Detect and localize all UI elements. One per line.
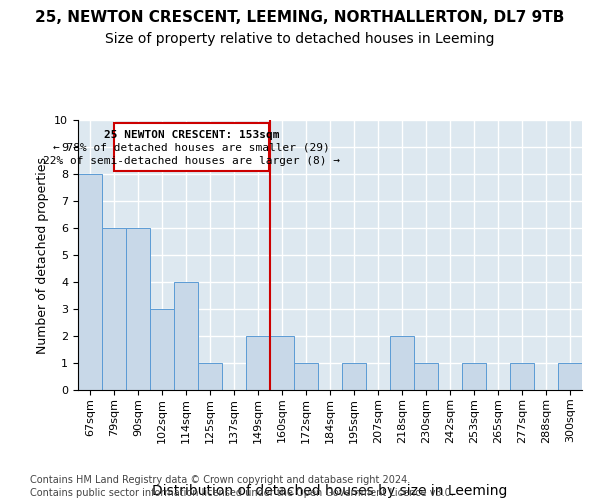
- Bar: [414, 363, 438, 390]
- Bar: [126, 228, 150, 390]
- Text: Size of property relative to detached houses in Leeming: Size of property relative to detached ho…: [105, 32, 495, 46]
- Bar: [174, 282, 198, 390]
- Bar: [150, 309, 174, 390]
- X-axis label: Distribution of detached houses by size in Leeming: Distribution of detached houses by size …: [152, 484, 508, 498]
- Text: 25 NEWTON CRESCENT: 153sqm: 25 NEWTON CRESCENT: 153sqm: [104, 130, 279, 140]
- Bar: [342, 363, 366, 390]
- Bar: [390, 336, 414, 390]
- Y-axis label: Number of detached properties: Number of detached properties: [36, 156, 49, 354]
- Bar: [270, 336, 294, 390]
- Text: Contains HM Land Registry data © Crown copyright and database right 2024.: Contains HM Land Registry data © Crown c…: [30, 475, 410, 485]
- Text: 22% of semi-detached houses are larger (8) →: 22% of semi-detached houses are larger (…: [43, 156, 340, 166]
- Bar: [510, 363, 534, 390]
- Bar: [462, 363, 486, 390]
- Text: Contains public sector information licensed under the Open Government Licence v3: Contains public sector information licen…: [30, 488, 454, 498]
- Text: ← 78% of detached houses are smaller (29): ← 78% of detached houses are smaller (29…: [53, 142, 330, 152]
- Bar: [198, 363, 222, 390]
- Text: 25, NEWTON CRESCENT, LEEMING, NORTHALLERTON, DL7 9TB: 25, NEWTON CRESCENT, LEEMING, NORTHALLER…: [35, 10, 565, 25]
- Bar: [114, 122, 269, 172]
- Bar: [246, 336, 270, 390]
- Bar: [558, 363, 582, 390]
- Bar: [78, 174, 102, 390]
- Bar: [102, 228, 126, 390]
- Bar: [294, 363, 318, 390]
